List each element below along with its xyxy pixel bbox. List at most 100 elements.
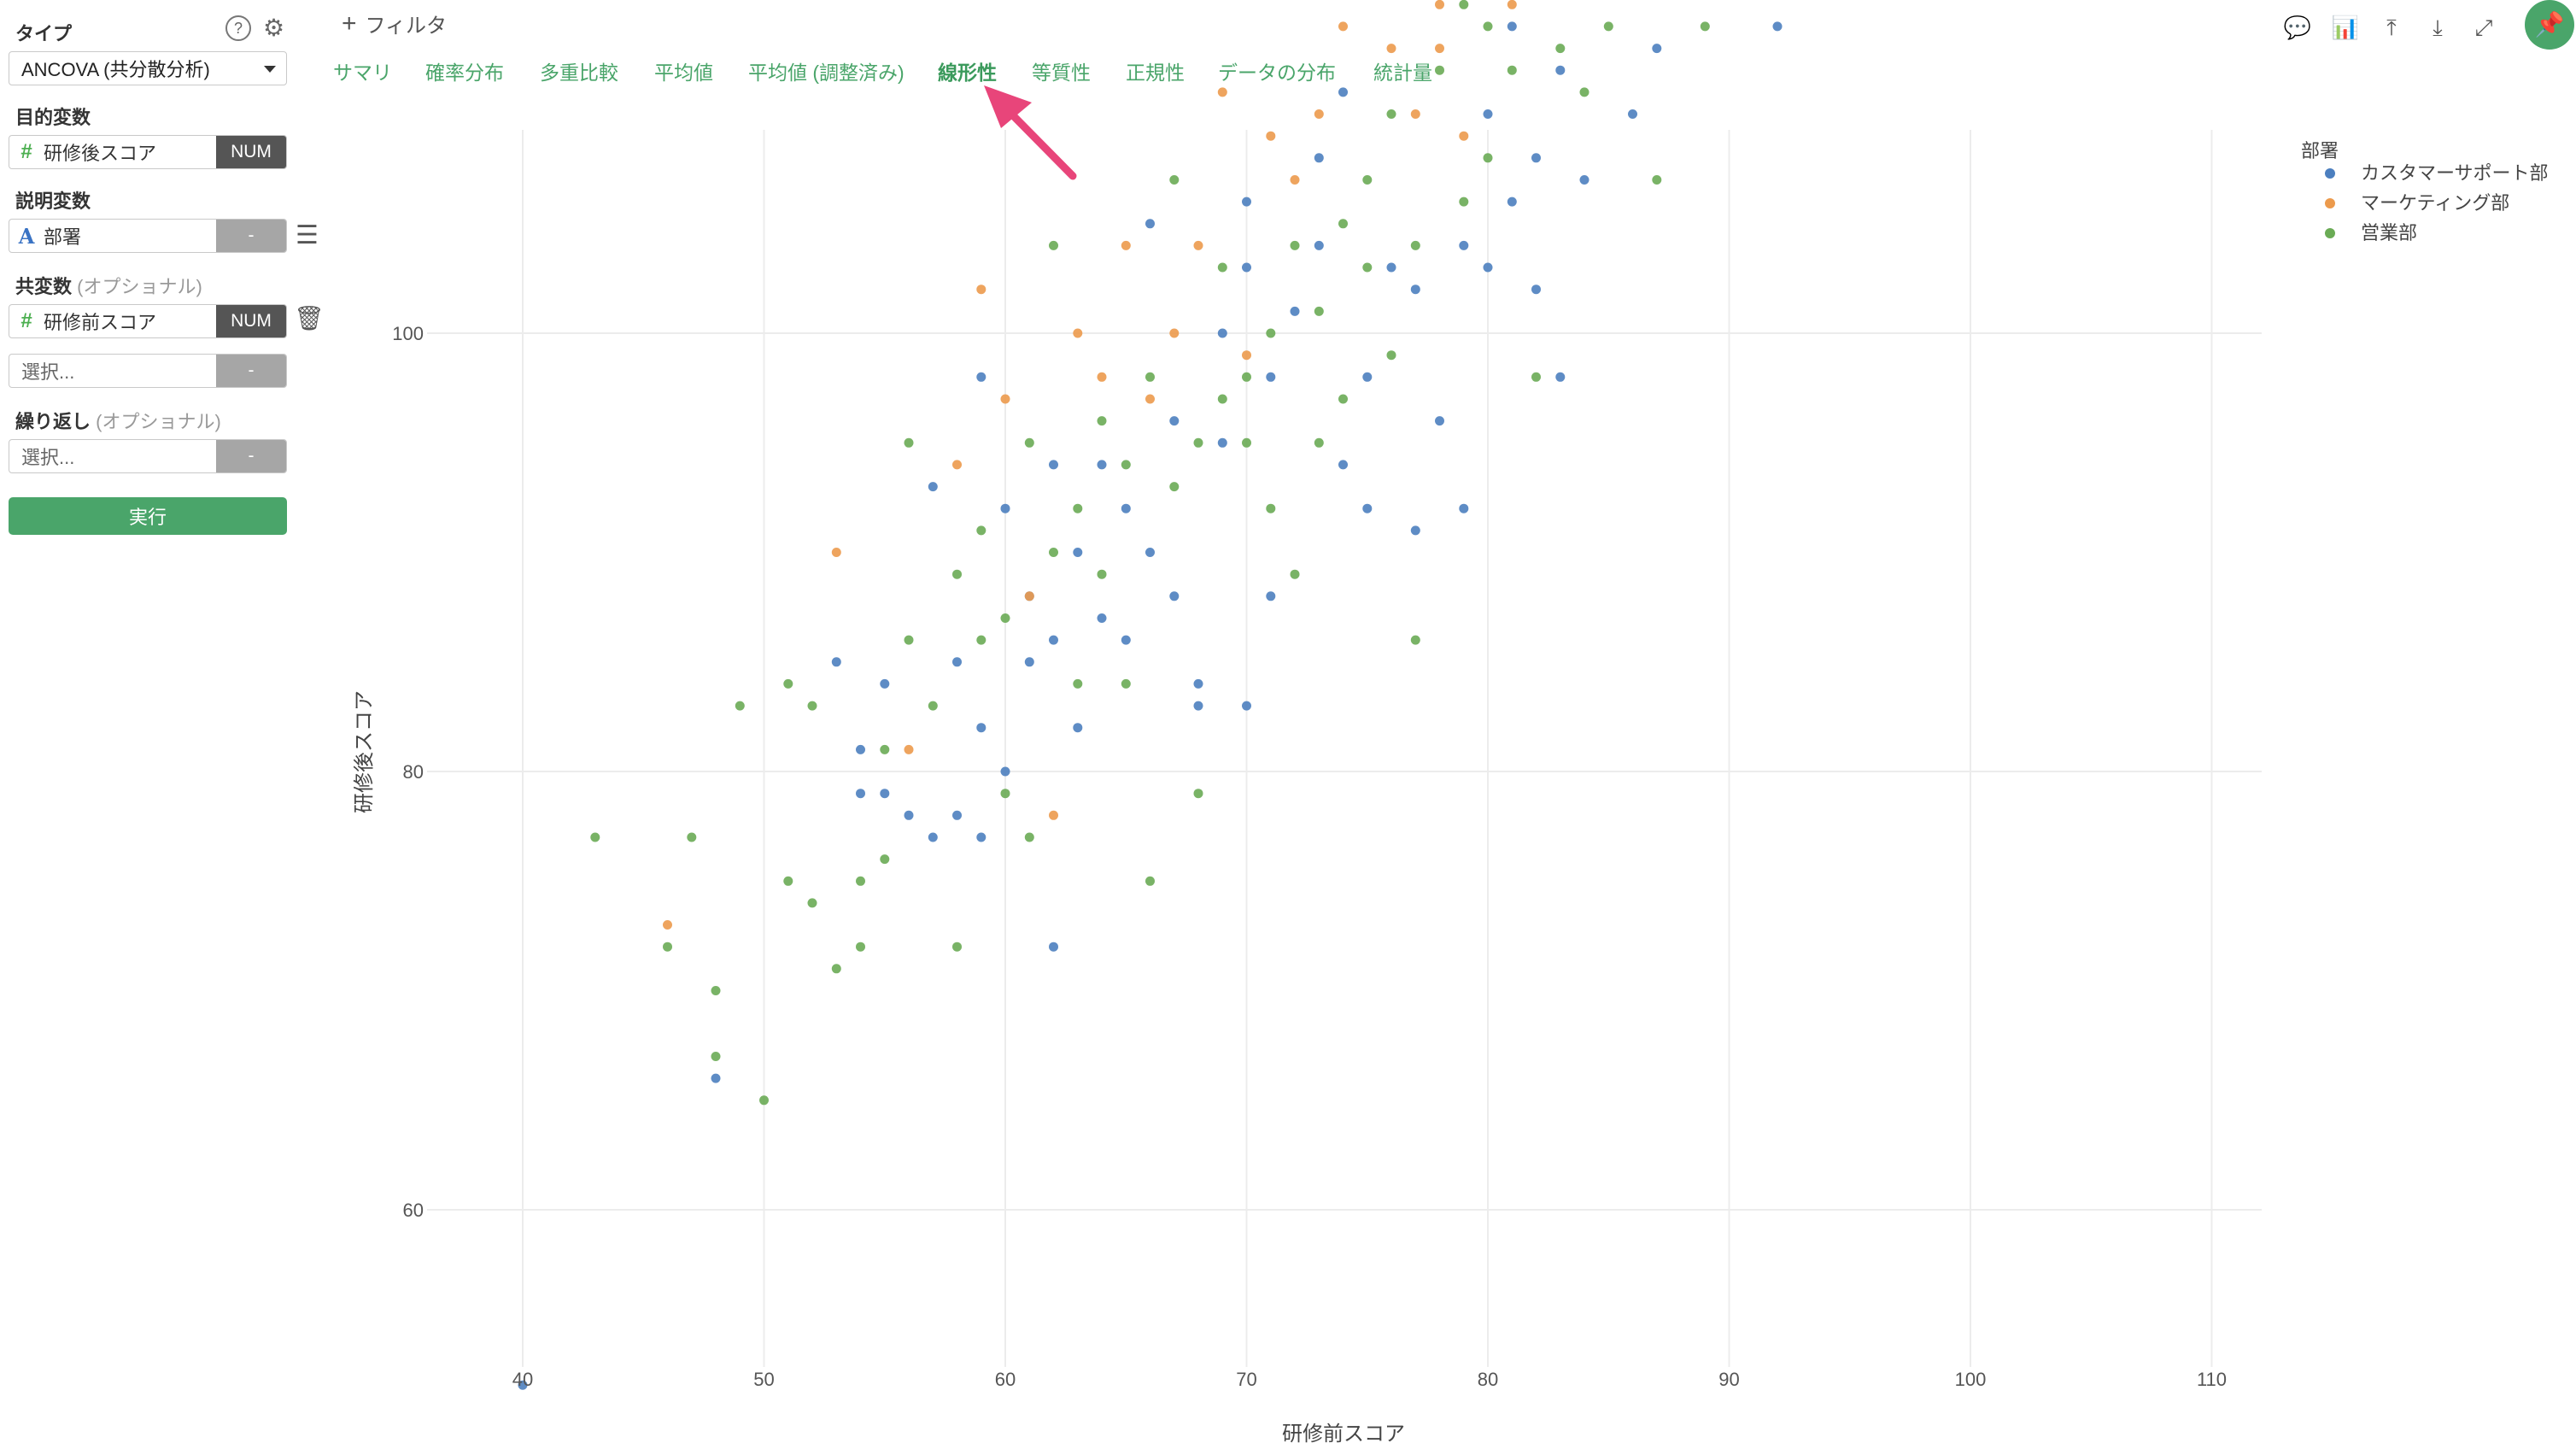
data-point[interactable] [1049,460,1058,470]
data-point[interactable] [687,832,697,842]
data-point[interactable] [1049,810,1058,820]
legend-entry[interactable]: 営業部 [2361,222,2417,243]
data-point[interactable] [1000,789,1010,799]
data-point[interactable] [1386,350,1396,361]
data-point[interactable] [952,460,962,470]
data-point[interactable] [807,701,817,711]
data-point[interactable] [1242,437,1251,448]
tab-multiple-comparison[interactable]: 多重比較 [540,62,618,84]
tab-adjusted-mean[interactable]: 平均値 (調整済み) [748,62,905,84]
target-variable-field[interactable]: # 研修後スコア NUM [9,135,287,169]
data-point[interactable] [1386,109,1396,119]
tab-homogeneity[interactable]: 等質性 [1032,62,1091,84]
data-point[interactable] [928,832,938,842]
data-point[interactable] [1097,613,1107,623]
data-point[interactable] [1483,262,1493,273]
comment-icon[interactable]: 💬 [2283,15,2312,40]
data-point[interactable] [1531,153,1541,163]
data-point[interactable] [1193,701,1203,711]
question-circle-icon[interactable]: ? [225,15,251,41]
data-point[interactable] [904,635,914,645]
data-point[interactable] [1435,44,1444,54]
data-point[interactable] [1121,460,1131,470]
tab-mean[interactable]: 平均値 [654,62,713,84]
data-point[interactable] [1000,394,1010,404]
data-point[interactable] [663,920,672,930]
data-point[interactable] [1169,482,1180,492]
data-point[interactable] [1024,591,1034,601]
data-point[interactable] [590,832,600,842]
data-point[interactable] [1049,942,1058,952]
data-point[interactable] [1410,635,1420,645]
hamburger-menu-icon[interactable]: ☰ [296,221,319,249]
data-point[interactable] [1073,328,1083,338]
data-point[interactable] [1217,262,1227,273]
data-point[interactable] [1266,328,1276,338]
data-point[interactable] [928,482,938,492]
data-point[interactable] [1507,197,1517,207]
pin-icon[interactable]: 📌 [2525,0,2574,50]
gear-icon[interactable]: ⚙ [263,15,285,41]
data-point[interactable] [1097,416,1107,426]
data-point[interactable] [1169,416,1180,426]
data-point[interactable] [1000,766,1010,777]
data-point[interactable] [1772,21,1783,32]
data-point[interactable] [1145,394,1155,404]
data-point[interactable] [1459,503,1469,513]
repeat-type-button[interactable]: - [216,440,286,472]
data-point[interactable] [1483,153,1493,163]
download-icon[interactable]: ⤓ [2433,15,2443,40]
data-point[interactable] [1000,503,1010,513]
data-point[interactable] [880,854,890,865]
data-point[interactable] [1290,569,1300,579]
data-point[interactable] [976,285,986,295]
data-point[interactable] [1338,394,1348,404]
explanatory-variable-type-button[interactable]: - [216,220,286,252]
data-point[interactable] [1024,832,1034,842]
data-point[interactable] [1169,175,1180,185]
data-point[interactable] [952,569,962,579]
data-point[interactable] [976,723,986,733]
data-point[interactable] [1362,262,1373,273]
data-point[interactable] [1410,240,1420,250]
data-point[interactable] [735,701,745,711]
data-point[interactable] [928,701,938,711]
data-point[interactable] [1169,591,1180,601]
data-point[interactable] [952,657,962,667]
data-point[interactable] [1338,460,1348,470]
data-point[interactable] [1507,0,1517,9]
data-point[interactable] [1410,285,1420,295]
data-point[interactable] [1410,109,1420,119]
data-point[interactable] [1073,503,1083,513]
covariate-extra-type-button[interactable]: - [216,355,286,387]
data-point[interactable] [1121,678,1131,689]
data-point[interactable] [856,876,865,886]
data-point[interactable] [1579,175,1590,185]
data-point[interactable] [880,789,890,799]
data-point[interactable] [952,942,962,952]
tab-normality[interactable]: 正規性 [1126,62,1185,84]
data-point[interactable] [1338,87,1348,97]
data-point[interactable] [1266,591,1276,601]
data-point[interactable] [1314,153,1324,163]
repeat-select[interactable]: 選択... - [9,439,287,473]
data-point[interactable] [1435,65,1444,75]
data-point[interactable] [1362,372,1373,382]
data-point[interactable] [1338,21,1348,32]
data-point[interactable] [1290,306,1300,316]
data-point[interactable] [518,1380,528,1390]
data-point[interactable] [1652,44,1662,54]
data-point[interactable] [1338,219,1348,229]
data-point[interactable] [1097,569,1107,579]
data-point[interactable] [1483,21,1493,32]
data-point[interactable] [1531,285,1541,295]
data-point[interactable] [1266,372,1276,382]
data-point[interactable] [1362,175,1373,185]
data-point[interactable] [1145,219,1155,229]
data-point[interactable] [1145,876,1155,886]
data-point[interactable] [1049,548,1058,557]
data-point[interactable] [1652,175,1662,185]
data-point[interactable] [1121,503,1131,513]
data-point[interactable] [1314,109,1324,119]
data-point[interactable] [1145,372,1155,382]
